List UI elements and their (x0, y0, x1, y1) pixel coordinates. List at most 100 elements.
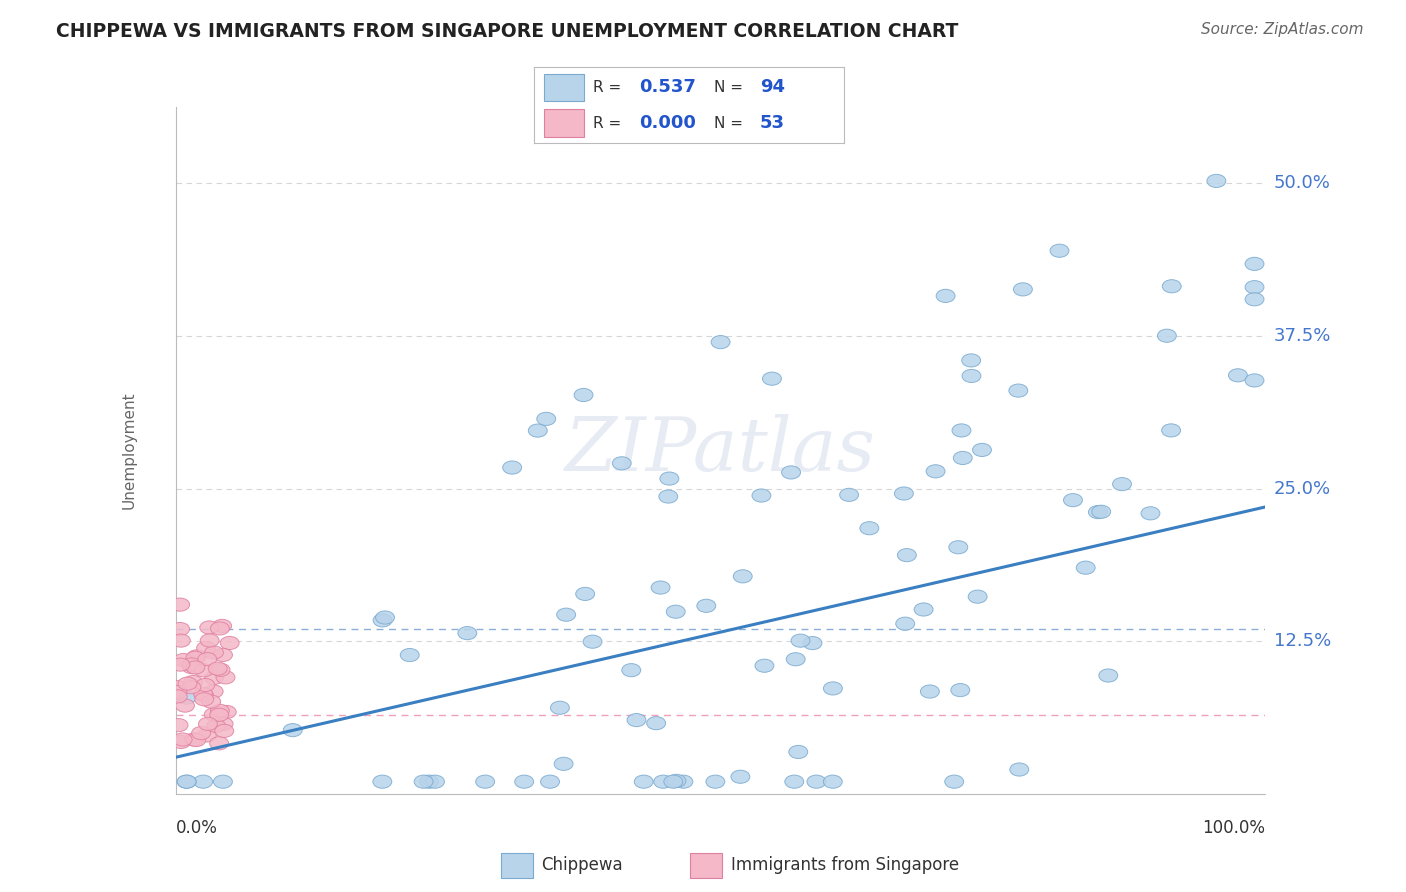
Ellipse shape (952, 424, 972, 437)
Text: CHIPPEWA VS IMMIGRANTS FROM SINGAPORE UNEMPLOYMENT CORRELATION CHART: CHIPPEWA VS IMMIGRANTS FROM SINGAPORE UN… (56, 22, 959, 41)
Ellipse shape (194, 689, 214, 702)
Ellipse shape (204, 672, 224, 684)
Ellipse shape (197, 641, 215, 655)
Ellipse shape (373, 614, 392, 627)
Ellipse shape (373, 775, 392, 789)
Ellipse shape (927, 465, 945, 478)
Ellipse shape (734, 570, 752, 582)
Ellipse shape (209, 708, 229, 722)
Ellipse shape (212, 619, 232, 632)
Ellipse shape (194, 775, 212, 789)
Text: 50.0%: 50.0% (1274, 174, 1330, 193)
Ellipse shape (664, 775, 683, 789)
Ellipse shape (177, 691, 195, 704)
Ellipse shape (752, 489, 770, 502)
Ellipse shape (169, 719, 188, 731)
Text: 0.000: 0.000 (640, 114, 696, 132)
Ellipse shape (177, 775, 195, 789)
Ellipse shape (574, 388, 593, 401)
Ellipse shape (1112, 477, 1132, 491)
Ellipse shape (782, 466, 800, 479)
Ellipse shape (666, 774, 686, 788)
Ellipse shape (214, 775, 232, 789)
Ellipse shape (762, 372, 782, 385)
Ellipse shape (1050, 244, 1069, 257)
Ellipse shape (529, 424, 547, 437)
Ellipse shape (181, 681, 201, 694)
Ellipse shape (415, 775, 433, 789)
Ellipse shape (711, 335, 730, 349)
Ellipse shape (1157, 329, 1177, 343)
Ellipse shape (583, 635, 602, 648)
Bar (501, 853, 533, 878)
Ellipse shape (540, 775, 560, 789)
Ellipse shape (945, 775, 963, 789)
Ellipse shape (950, 683, 970, 697)
Text: 37.5%: 37.5% (1274, 327, 1331, 345)
Ellipse shape (936, 289, 955, 302)
Ellipse shape (554, 757, 574, 771)
Ellipse shape (208, 662, 228, 675)
Ellipse shape (575, 587, 595, 600)
Ellipse shape (894, 487, 914, 500)
Ellipse shape (666, 605, 685, 618)
Ellipse shape (204, 685, 224, 698)
Ellipse shape (969, 591, 987, 603)
Ellipse shape (176, 699, 194, 712)
Ellipse shape (896, 617, 915, 631)
Ellipse shape (792, 634, 810, 648)
Text: N =: N = (714, 80, 748, 95)
Ellipse shape (755, 659, 773, 673)
Ellipse shape (401, 648, 419, 662)
Ellipse shape (173, 733, 193, 746)
Ellipse shape (953, 451, 972, 465)
Ellipse shape (731, 770, 749, 783)
Ellipse shape (217, 671, 235, 684)
Ellipse shape (1076, 561, 1095, 574)
Ellipse shape (179, 677, 197, 690)
Ellipse shape (204, 646, 224, 659)
Ellipse shape (557, 608, 575, 621)
Text: 0.537: 0.537 (640, 78, 696, 96)
Ellipse shape (860, 522, 879, 535)
Text: Immigrants from Singapore: Immigrants from Singapore (731, 856, 959, 874)
Text: N =: N = (714, 115, 748, 130)
Ellipse shape (1163, 280, 1181, 293)
Text: R =: R = (593, 115, 626, 130)
Ellipse shape (803, 637, 823, 649)
Ellipse shape (1161, 424, 1181, 437)
Ellipse shape (659, 490, 678, 503)
Ellipse shape (200, 634, 219, 647)
Bar (544, 74, 583, 101)
Ellipse shape (191, 726, 211, 739)
Ellipse shape (221, 636, 239, 649)
Ellipse shape (426, 775, 444, 789)
Text: 12.5%: 12.5% (1274, 632, 1331, 650)
Ellipse shape (537, 412, 555, 425)
Ellipse shape (198, 653, 217, 665)
Ellipse shape (170, 623, 190, 636)
Ellipse shape (174, 654, 193, 666)
Ellipse shape (184, 733, 204, 746)
Ellipse shape (198, 717, 218, 731)
Ellipse shape (183, 658, 201, 671)
Text: 94: 94 (761, 78, 785, 96)
Ellipse shape (673, 775, 693, 789)
Text: Chippewa: Chippewa (541, 856, 623, 874)
Ellipse shape (659, 472, 679, 485)
Ellipse shape (807, 775, 825, 789)
Ellipse shape (184, 675, 202, 689)
Ellipse shape (283, 723, 302, 737)
Ellipse shape (962, 354, 980, 367)
Ellipse shape (1246, 281, 1264, 293)
Ellipse shape (195, 679, 215, 691)
Ellipse shape (201, 695, 221, 708)
Ellipse shape (1099, 669, 1118, 682)
Ellipse shape (177, 775, 195, 789)
Ellipse shape (170, 598, 190, 611)
Ellipse shape (172, 658, 190, 671)
Ellipse shape (172, 634, 190, 648)
Ellipse shape (1246, 374, 1264, 387)
Text: Unemployment: Unemployment (122, 392, 136, 509)
Ellipse shape (612, 457, 631, 470)
